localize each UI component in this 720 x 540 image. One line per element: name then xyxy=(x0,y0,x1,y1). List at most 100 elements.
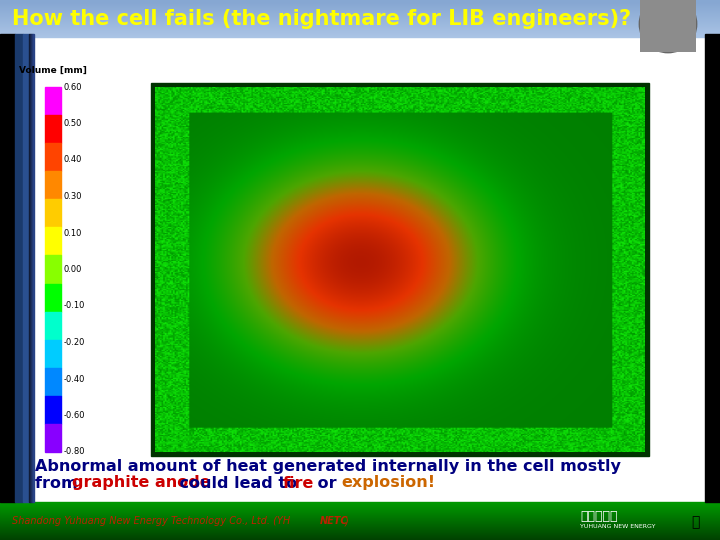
Bar xyxy=(0,527,720,528)
Text: Volume [mm]: Volume [mm] xyxy=(19,66,87,75)
Bar xyxy=(0,19,720,20)
Bar xyxy=(0,23,720,24)
Bar xyxy=(0,531,720,532)
Bar xyxy=(45,284,61,312)
Bar xyxy=(0,14,720,15)
Bar xyxy=(0,25,720,26)
Text: graphite anode: graphite anode xyxy=(71,476,210,490)
Bar xyxy=(0,34,720,502)
Bar xyxy=(0,513,720,514)
Bar xyxy=(0,29,720,30)
Text: 0.50: 0.50 xyxy=(64,119,82,128)
Bar xyxy=(0,6,720,7)
Bar xyxy=(0,16,720,17)
Text: -0.80: -0.80 xyxy=(64,448,86,456)
Bar xyxy=(0,532,720,533)
Bar xyxy=(0,17,720,18)
Bar xyxy=(45,368,61,396)
Bar xyxy=(45,227,61,255)
Bar xyxy=(29,34,30,502)
Bar xyxy=(33,34,34,502)
Bar xyxy=(45,340,61,368)
Bar xyxy=(30,34,31,502)
Bar xyxy=(0,526,720,527)
Bar xyxy=(0,3,720,4)
Bar xyxy=(0,522,720,523)
Bar xyxy=(0,539,720,540)
Bar xyxy=(0,1,720,2)
Text: -0.60: -0.60 xyxy=(64,411,86,420)
Bar xyxy=(45,312,61,340)
Text: -0.20: -0.20 xyxy=(64,338,86,347)
Bar xyxy=(0,22,720,23)
Text: explosion!: explosion! xyxy=(341,476,436,490)
Bar xyxy=(0,24,720,25)
Bar xyxy=(0,538,720,539)
Bar xyxy=(0,508,720,509)
Bar xyxy=(705,34,720,502)
Bar xyxy=(0,30,720,31)
Bar xyxy=(0,521,720,522)
Bar xyxy=(45,171,61,199)
Bar xyxy=(15,34,23,502)
Text: or: or xyxy=(312,476,343,490)
Bar xyxy=(45,255,61,284)
Bar xyxy=(0,524,720,525)
Bar xyxy=(0,10,720,11)
Bar xyxy=(0,515,720,516)
Bar xyxy=(0,509,720,510)
Bar xyxy=(0,537,720,538)
Text: could lead to: could lead to xyxy=(174,476,302,490)
Bar xyxy=(0,31,720,32)
Bar xyxy=(0,516,720,517)
Bar xyxy=(0,536,720,537)
Text: -0.40: -0.40 xyxy=(64,375,86,383)
Text: How the cell fails (the nightmare for LIB engineers)?: How the cell fails (the nightmare for LI… xyxy=(12,9,631,29)
Bar xyxy=(0,36,720,37)
Bar xyxy=(0,534,720,535)
Bar xyxy=(0,33,720,34)
Bar xyxy=(0,32,720,33)
Text: Shandong Yuhuang New Energy Technology Co., Ltd. (YH: Shandong Yuhuang New Energy Technology C… xyxy=(12,516,293,526)
Text: fire: fire xyxy=(283,476,315,490)
Bar xyxy=(0,533,720,534)
Bar xyxy=(0,35,720,36)
Bar xyxy=(0,13,720,14)
Bar xyxy=(0,20,720,21)
Bar xyxy=(0,510,720,511)
Bar xyxy=(0,18,720,19)
Bar xyxy=(0,2,720,3)
Bar xyxy=(0,512,720,513)
Bar xyxy=(45,424,61,452)
Text: -0.10: -0.10 xyxy=(64,301,86,310)
Text: Abnormal amount of heat generated internally in the cell mostly: Abnormal amount of heat generated intern… xyxy=(35,458,621,474)
Bar xyxy=(0,8,720,9)
Bar xyxy=(0,520,720,521)
Bar xyxy=(45,199,61,227)
Bar xyxy=(45,87,61,115)
Bar xyxy=(0,34,720,35)
Bar xyxy=(0,514,720,515)
Bar xyxy=(0,519,720,520)
Bar xyxy=(0,12,720,13)
Bar xyxy=(0,529,720,530)
Text: YUHUANG NEW ENERGY: YUHUANG NEW ENERGY xyxy=(580,524,655,530)
Bar xyxy=(0,507,720,508)
Bar xyxy=(0,535,720,536)
Bar xyxy=(0,26,720,27)
Bar xyxy=(0,15,720,16)
Bar xyxy=(32,34,33,502)
Bar xyxy=(0,502,720,503)
Text: from: from xyxy=(35,476,84,490)
Bar xyxy=(0,504,720,505)
Bar xyxy=(151,83,649,456)
Bar xyxy=(0,9,720,10)
Text: 0.30: 0.30 xyxy=(64,192,83,201)
Bar xyxy=(23,34,29,502)
Text: NETC: NETC xyxy=(320,516,348,526)
Bar xyxy=(45,396,61,424)
Bar xyxy=(0,4,720,5)
Text: ): ) xyxy=(345,516,348,526)
Bar xyxy=(0,27,720,28)
Bar xyxy=(0,505,720,506)
